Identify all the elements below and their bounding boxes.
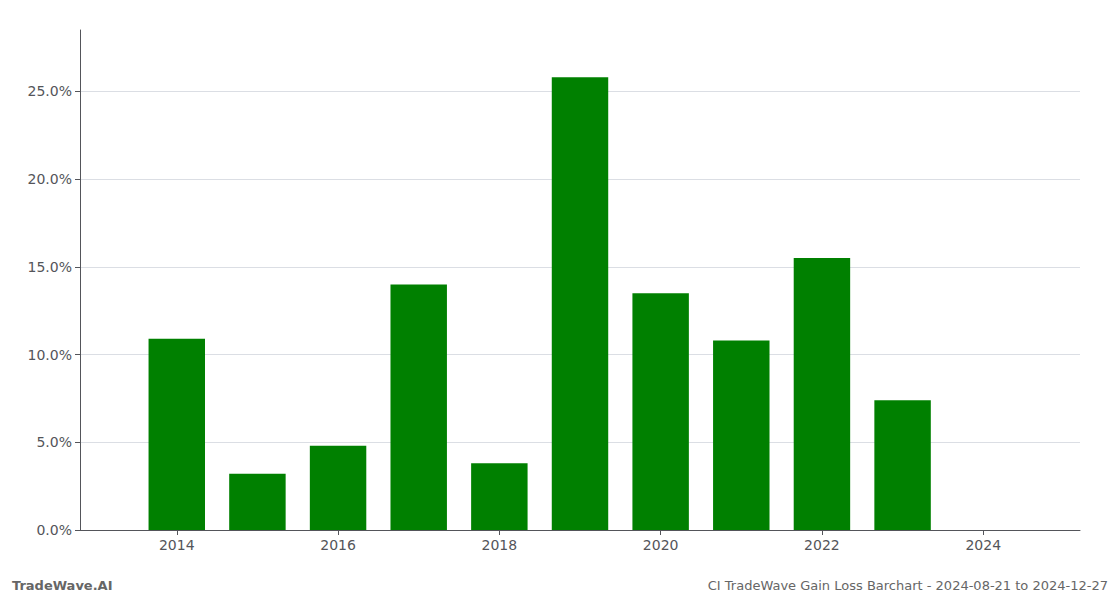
svg-text:2016: 2016 (320, 537, 356, 553)
svg-text:2022: 2022 (804, 537, 840, 553)
svg-text:2018: 2018 (482, 537, 518, 553)
svg-text:2020: 2020 (643, 537, 679, 553)
svg-text:TradeWave.AI: TradeWave.AI (12, 578, 113, 593)
svg-text:15.0%: 15.0% (28, 259, 72, 275)
svg-text:20.0%: 20.0% (28, 171, 72, 187)
svg-text:5.0%: 5.0% (36, 434, 72, 450)
svg-text:CI TradeWave Gain Loss Barchar: CI TradeWave Gain Loss Barchart - 2024-0… (708, 578, 1108, 593)
svg-text:10.0%: 10.0% (28, 347, 72, 363)
svg-text:25.0%: 25.0% (28, 83, 72, 99)
svg-text:0.0%: 0.0% (36, 522, 72, 538)
svg-text:2024: 2024 (965, 537, 1001, 553)
svg-text:2014: 2014 (159, 537, 195, 553)
